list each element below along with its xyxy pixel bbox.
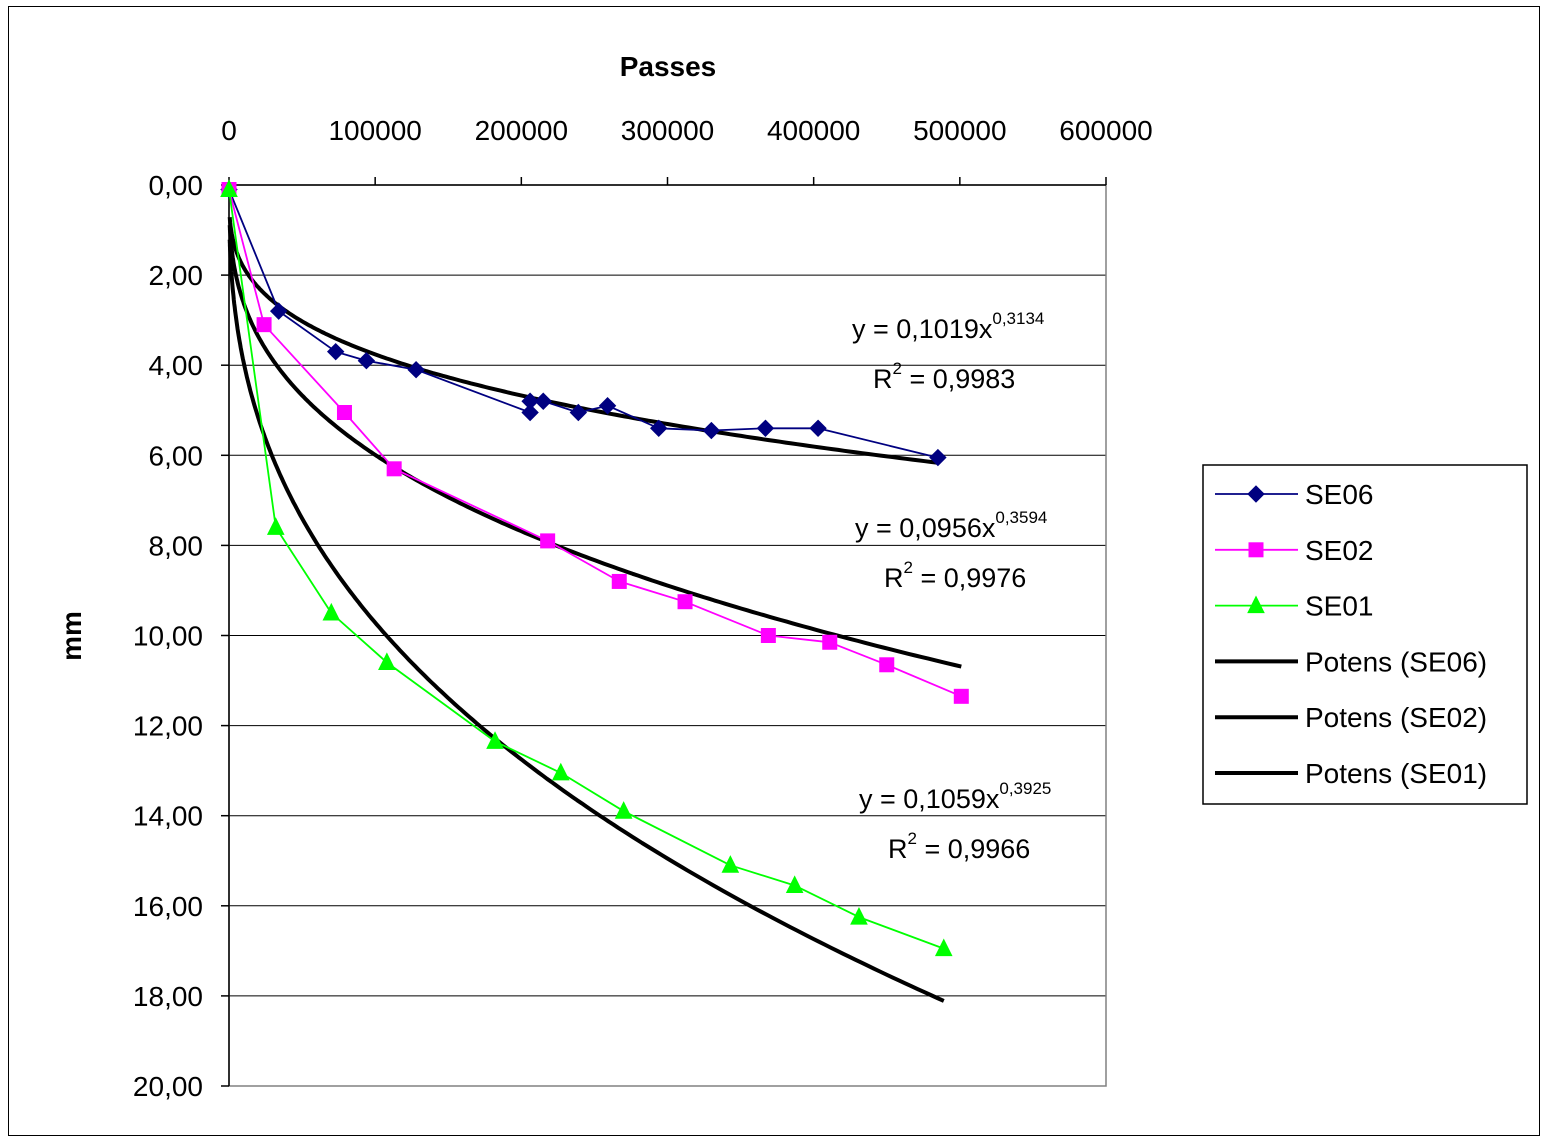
x-tick-label: 100000 <box>328 115 421 146</box>
axes: 0,00 2,00 4,00 6,00 8,00 10,00 12,00 14,00 16,00… <box>133 115 1153 1102</box>
data-point-se06 <box>326 342 345 361</box>
x-axis-title: Passes <box>620 51 717 82</box>
legend-marker <box>1247 485 1265 503</box>
data-point-se01 <box>322 602 341 621</box>
x-tick-label: 400000 <box>767 115 860 146</box>
x-tick-label: 500000 <box>913 115 1006 146</box>
data-point-se02 <box>822 634 838 650</box>
r-squared-se06: R2 = 0,9983 <box>873 359 1015 394</box>
data-point-se02 <box>336 405 352 421</box>
y-tick-label: 10,00 <box>133 621 203 652</box>
data-point-se06 <box>650 419 668 437</box>
legend-label: SE02 <box>1305 535 1374 566</box>
data-point-se06 <box>702 421 721 440</box>
data-point-se06 <box>569 403 588 422</box>
r-squared-se02: R2 = 0,9976 <box>884 558 1026 593</box>
trendline-annotations: y = 0,1019x0,3134 R2 = 0,9983 y = 0,0956… <box>852 309 1051 864</box>
legend-label: SE06 <box>1305 479 1374 510</box>
trendline-potens-se02 <box>227 223 962 669</box>
y-tick-label: 12,00 <box>133 711 203 742</box>
equation-se02: y = 0,0956x0,3594 <box>855 508 1047 543</box>
data-point-se02 <box>256 317 272 333</box>
data-point-se01 <box>486 731 504 749</box>
data-point-se02 <box>953 688 969 704</box>
data-point-se06 <box>521 403 539 422</box>
data-point-se02 <box>760 628 776 643</box>
y-axis-title: mm <box>56 611 87 661</box>
trendline-potens-se01 <box>227 237 945 1003</box>
data-point-se01 <box>220 179 238 198</box>
data-point-se01 <box>850 906 868 925</box>
data-point-se06 <box>407 360 425 379</box>
legend-box <box>1202 464 1528 805</box>
data-point-se06 <box>521 392 539 410</box>
data-point-se02 <box>879 657 895 673</box>
data-point-se06 <box>534 392 552 410</box>
y-tick-label: 18,00 <box>133 981 203 1012</box>
data-point-se06 <box>598 397 617 415</box>
data-point-se06 <box>756 419 775 437</box>
series-line-se06 <box>228 189 939 459</box>
equation-se01: y = 0,1059x0,3925 <box>859 779 1051 814</box>
data-point-se01 <box>378 652 396 671</box>
legend-label: Potens (SE06) <box>1305 646 1487 677</box>
y-tick-label: 4,00 <box>149 350 204 381</box>
x-tick-label: 200000 <box>475 115 568 146</box>
equation-se06: y = 0,1019x0,3134 <box>852 309 1044 344</box>
data-point-se06 <box>809 419 827 437</box>
r-squared-se01: R2 = 0,9966 <box>888 829 1030 864</box>
x-tick-label: 300000 <box>621 115 714 146</box>
data-point-se02 <box>611 573 627 589</box>
data-point-se01 <box>721 855 740 873</box>
chart-frame <box>8 6 1540 1136</box>
data-point-se06 <box>929 448 947 467</box>
y-tick-label: 6,00 <box>149 440 204 471</box>
y-tick-label: 0,00 <box>149 170 204 201</box>
y-tick-label: 20,00 <box>133 1071 203 1102</box>
y-tick-label: 14,00 <box>133 801 203 832</box>
legend-marker <box>1247 595 1265 614</box>
data-point-se02 <box>386 461 402 477</box>
legend-label: Potens (SE01) <box>1305 758 1487 789</box>
legend: SE06 SE02 SE01 Potens (SE06) Potens (SE02) Po… <box>1202 464 1528 805</box>
x-tick-label: 0 <box>221 115 237 146</box>
x-tick-label: 600000 <box>1059 115 1152 146</box>
legend-label: Potens (SE02) <box>1305 702 1487 733</box>
data-point-se01 <box>934 938 953 957</box>
data-point-se06 <box>357 351 376 370</box>
y-tick-label: 2,00 <box>149 260 204 291</box>
y-tick-label: 16,00 <box>133 891 203 922</box>
data-point-se02 <box>677 594 693 610</box>
series-layer <box>220 179 969 1003</box>
data-point-se01 <box>551 762 570 781</box>
data-point-se01 <box>614 801 633 819</box>
data-point-se01 <box>785 875 804 894</box>
y-tick-label: 8,00 <box>149 530 204 561</box>
legend-label: SE01 <box>1305 591 1374 622</box>
data-point-se02 <box>540 533 556 549</box>
data-point-se06 <box>269 302 288 320</box>
grid-lines <box>229 274 1106 997</box>
data-point-se01 <box>266 517 285 535</box>
legend-marker <box>1248 542 1264 558</box>
